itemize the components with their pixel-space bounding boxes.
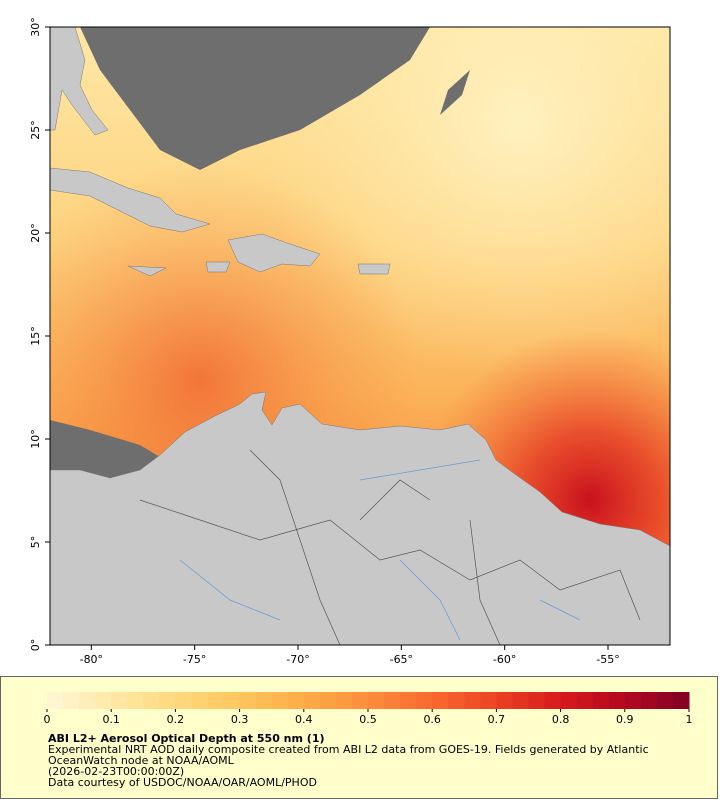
colorbar-step [127,692,144,709]
colorbar-step [400,692,417,709]
colorbar-tick-label: 0.5 [359,713,377,726]
colorbar-tick-label: 0.3 [231,713,249,726]
colorbar-step [464,692,481,709]
y-tick-label: 0° [29,639,42,652]
colorbar-step [79,692,96,709]
x-tick-label: -65° [390,653,413,666]
y-tick-label: 25° [29,120,42,140]
colorbar-step [576,692,594,709]
colorbar-step [95,692,112,709]
colorbar-step [416,692,433,709]
colorbar-step [47,692,64,709]
colorbar-step [175,692,192,709]
map-image [50,27,670,645]
colorbar-step [448,692,465,709]
x-tick-label: -70° [286,653,309,666]
colorbar-step [672,692,690,709]
colorbar-tick-label: 0.6 [423,713,441,726]
colorbar-step [287,692,305,709]
caption-description: Experimental NRT AOD daily composite cre… [48,743,649,767]
colorbar-tick-label: 0.2 [167,713,185,726]
colorbar-step [560,692,578,709]
colorbar-step [640,692,658,709]
colorbar-step [528,692,546,709]
colorbar-tick-label: 0.4 [295,713,313,726]
colorbar-step [159,692,176,709]
colorbar-step [207,692,225,709]
y-tick-label: 20° [29,223,42,243]
colorbar-step [191,692,208,709]
colorbar-step [223,692,241,709]
colorbar-step [319,692,337,709]
colorbar-step [384,692,401,709]
colorbar-step [512,692,529,709]
caption-title: ABI L2+ Aerosol Optical Depth at 550 nm … [48,732,325,745]
colorbar-step [271,692,289,709]
colorbar-step [111,692,128,709]
caption-time: (2026-02-23T00:00:00Z) [48,765,185,778]
colorbar-step [480,692,497,709]
colorbar-step [63,692,80,709]
y-tick-label: 30° [29,17,42,37]
colorbar-step [544,692,562,709]
colorbar-tick-label: 0.7 [488,713,506,726]
colorbar-step [656,692,674,709]
colorbar-tick-label: 0 [44,713,51,726]
colorbar-step [255,692,273,709]
colorbar-tick-label: 0.8 [552,713,570,726]
x-tick-label: -60° [493,653,516,666]
colorbar-step [432,692,449,709]
colorbar-tick-label: 0.1 [102,713,120,726]
x-tick-label: -55° [596,653,619,666]
colorbar-step [496,692,513,709]
colorbar-step [239,692,257,709]
colorbar-tick-label: 1 [686,713,693,726]
colorbar-step [624,692,642,709]
colorbar-step [368,692,385,709]
colorbar-step [592,692,610,709]
colorbar-tick-label: 0.9 [616,713,634,726]
caption-credit: Data courtesy of USDOC/NOAA/OAR/AOML/PHO… [48,776,317,789]
colorbar-step [143,692,160,709]
y-tick-label: 15° [29,326,42,346]
y-tick-label: 5° [29,536,42,549]
colorbar-step [608,692,626,709]
colorbar-step [303,692,321,709]
colorbar-step [335,692,353,709]
colorbar-step [351,692,369,709]
x-tick-label: -80° [80,653,103,666]
x-tick-label: -75° [183,653,206,666]
y-tick-label: 10° [29,429,42,449]
